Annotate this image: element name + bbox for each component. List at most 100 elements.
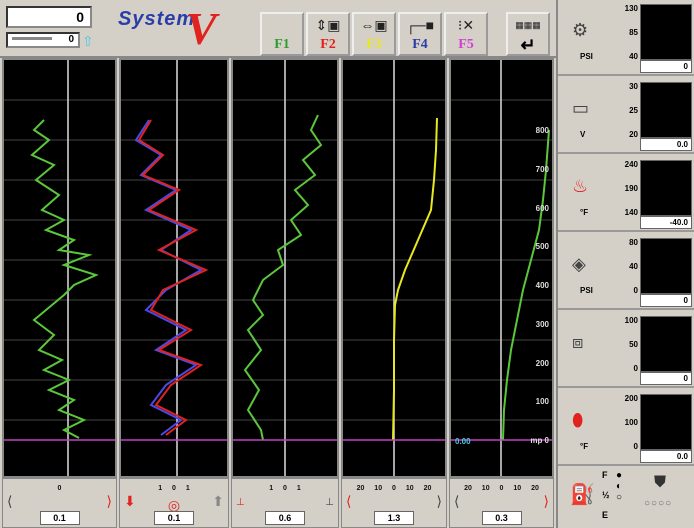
channel-2-svg (121, 60, 227, 476)
channel-4-trace (392, 117, 438, 441)
gauge-unit: PSI (580, 52, 593, 61)
target-icon[interactable]: ◎ (167, 497, 181, 513)
depth-axis-labels: 800 700 600 500 400 300 200 100 mp 0 (530, 126, 549, 445)
f2-button[interactable]: ⇕▣ F2 (306, 12, 350, 56)
channel-1-plot (2, 58, 117, 478)
sub-counter-bar (12, 37, 52, 40)
channel-1-value: 0.1 (39, 511, 80, 525)
fuel-pump-icon: ⛽ (570, 484, 595, 506)
right-bracket-icon[interactable]: ⟩ (436, 493, 442, 509)
gauge-scale-max: 200 (624, 394, 638, 403)
channel-5-value: 0.3 (481, 511, 522, 525)
channel-5-svg: 0.00 800 700 600 500 400 300 200 100 mp … (451, 60, 552, 476)
gauge-pressure: ⚙ PSI 130 85 40 0 (558, 0, 694, 76)
tilt-left-icon[interactable]: ⊥ (236, 497, 245, 508)
gauge-unit: V (580, 130, 586, 139)
fuel-full-label: F (602, 470, 608, 480)
gauge-chart (640, 238, 692, 294)
channel-3-value: 0.6 (265, 511, 305, 525)
channel-1-ticks: 0 (57, 485, 62, 492)
horizontal-arrows-icon: ⇔▣ (360, 17, 388, 33)
f5-button[interactable]: ⁝✕ F5 (444, 12, 488, 56)
gauge-percent: ⧈ 100 50 0 0 (558, 312, 694, 388)
indicator-lights: ○○○○ (644, 498, 673, 509)
f3-button[interactable]: ⇔▣ F3 (352, 12, 396, 56)
up-arrow-icon[interactable]: ⬆ (212, 493, 224, 509)
channel-1-trace (30, 119, 99, 439)
channel-5-ticks: 20 10 0 10 20 (464, 485, 539, 492)
up-arrow-icon[interactable]: ⇧ (82, 33, 94, 49)
logo-text: System (118, 8, 196, 30)
sub-counter-value: 0 (68, 34, 74, 45)
depth-label: 200 (536, 359, 550, 368)
channel-5-footer: 20 10 0 10 20 ⟨ ⟩ 0.3 (449, 478, 554, 528)
left-bracket-icon[interactable]: ⟨ (7, 493, 13, 509)
channel-3-ticks: 1 0 1 (269, 485, 301, 492)
gauge-unit: °F (580, 442, 589, 451)
channel-3-plot (231, 58, 339, 478)
f4-button[interactable]: ┌─■ F4 (398, 12, 442, 56)
right-bracket-icon[interactable]: ⟩ (543, 493, 549, 509)
down-arrow-icon[interactable]: ⬇ (124, 493, 136, 509)
gauge-chart (640, 316, 692, 372)
channel-4-svg (343, 60, 445, 476)
gauge-scale-mid: 50 (629, 340, 638, 349)
channel-5-trace (502, 129, 550, 441)
depth-label: 300 (536, 320, 550, 329)
gauge-unit: PSI (580, 286, 593, 295)
gauge-chart (640, 4, 692, 60)
f4-label: F4 (412, 37, 428, 52)
channel-3-svg (233, 60, 337, 476)
f3-label: F3 (366, 37, 382, 52)
f1-button[interactable]: F1 (260, 12, 304, 56)
left-bracket-icon[interactable]: ⟨ (454, 493, 460, 509)
gauge-scale-mid: 25 (629, 106, 638, 115)
gauge-scale-min: 140 (624, 208, 638, 217)
gauge-temperature: ♨ °F 240 190 140 -40.0 (558, 156, 694, 232)
blank-icon (262, 17, 302, 33)
right-bracket-icon[interactable]: ⟩ (106, 493, 112, 509)
oil-pressure-icon: ◈ (572, 254, 586, 274)
depth-label: 600 (536, 204, 550, 213)
vertical-arrows-icon: ⇕▣ (315, 17, 341, 33)
gauge-scale-max: 30 (629, 82, 638, 91)
channel-2-footer: 1 0 1 ⬇ ⬆ ◎ 0.1 (119, 478, 229, 528)
gauge-scale-max: 240 (624, 160, 638, 169)
depth-label: 800 (536, 126, 550, 135)
f1-label: F1 (274, 37, 290, 52)
left-bracket-icon[interactable]: ⟨ (346, 493, 352, 509)
bracket-icon: ┌─■ (405, 17, 435, 33)
depth-label: 500 (536, 242, 550, 251)
gauge-chart (640, 82, 692, 138)
top-toolbar: 0 0 ⇧ System V F1 ⇕▣ F2 ⇔▣ F3 ┌─■ F4 ⁝✕ … (0, 0, 556, 58)
keyboard-enter-icon: ↵ (520, 35, 536, 55)
traffic-light-icon: ⁝✕ (457, 17, 475, 33)
gauge-scale-min: 40 (629, 52, 638, 61)
keyboard-icon: ▦▦▦ (515, 20, 541, 30)
channel-4-value: 1.3 (374, 511, 414, 525)
channel-2-value: 0.1 (154, 511, 194, 525)
gauge-value: 0 (640, 294, 692, 307)
channel-2-ticks: 1 0 1 (158, 485, 190, 492)
gauge-scale-max: 130 (624, 4, 638, 13)
sub-counter: 0 (6, 32, 80, 48)
gauge-voltage: ▭ V 30 25 20 0.0 (558, 78, 694, 154)
channel-5-plot: 0.00 800 700 600 500 400 300 200 100 mp … (449, 58, 554, 478)
gauge-chart (640, 394, 692, 450)
keyboard-enter-button[interactable]: ▦▦▦ ↵ (506, 12, 550, 56)
depth-label: mp 0 (530, 436, 549, 445)
tilt-right-icon[interactable]: ⊥ (325, 497, 334, 508)
fuel-level-dots: ● ◐ ○ (616, 470, 623, 503)
gauge-scale-max: 80 (629, 238, 638, 247)
channel-4-plot (341, 58, 447, 478)
gauge-panel: ⚙ PSI 130 85 40 0 ▭ V 30 25 20 0.0 ♨ °F 240 1… (556, 0, 694, 528)
gauge-scale-min: 0 (633, 442, 638, 451)
depth-left-readout: 0.00 (455, 437, 471, 446)
channel-2-plot (119, 58, 229, 478)
gauge-scale-mid: 190 (624, 184, 638, 193)
gauge-unit: °F (580, 208, 589, 217)
fuel-empty-label: E (602, 510, 609, 520)
f5-label: F5 (458, 37, 474, 52)
gauge-temperature-drop: ⬮ °F 200 100 0 0.0 (558, 390, 694, 466)
channel-4-footer: 20 10 0 10 20 ⟨ ⟩ 1.3 (341, 478, 447, 528)
